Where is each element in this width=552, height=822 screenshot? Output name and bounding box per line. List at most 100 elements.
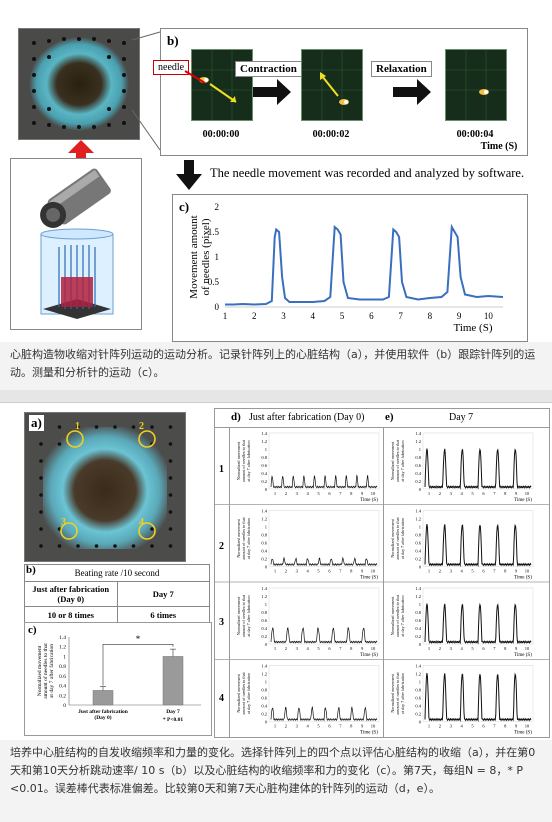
mini-y-tick: 0	[265, 720, 268, 725]
mini-y-tick: 1.2	[415, 672, 421, 677]
bar-y-label: Normalized movementamount of needles to …	[37, 643, 55, 699]
mini-y-label: Normalized movementamount of needles to …	[390, 517, 405, 560]
mini-x-tick: 3	[296, 491, 299, 496]
mini-x-tick: 2	[285, 569, 287, 574]
y-axis-label: Movement amountof needles (pixel)	[188, 215, 212, 298]
mini-plot-frame	[422, 587, 534, 645]
bar-y-tick: 0.2	[59, 693, 66, 699]
mini-series-line	[424, 672, 532, 723]
mini-y-tick: 1.2	[261, 594, 267, 599]
time-code-3: 00:00:04	[456, 129, 494, 140]
mini-x-tick: 6	[328, 724, 331, 729]
mini-x-tick: 10	[371, 724, 376, 729]
mini-x-tick: 6	[482, 569, 485, 574]
mini-x-tick: 7	[493, 724, 496, 729]
mini-y-tick: 1.4	[261, 509, 267, 514]
mini-x-tick: 3	[296, 646, 299, 651]
heart-construct-image	[18, 28, 140, 140]
mini-y-label-line: Normalized movement	[390, 673, 395, 712]
needle-red-arrow-icon	[184, 70, 206, 84]
bar-y-tick: 1.2	[59, 645, 66, 651]
de-header-line	[215, 427, 549, 428]
mini-x-tick: 10	[525, 646, 530, 651]
x-tick-label: 2	[252, 311, 257, 321]
x-tick-label: 9	[457, 311, 462, 321]
mini-y-label-line: amount of needles to that	[241, 594, 246, 637]
mini-y-tick: 0.2	[261, 634, 267, 639]
time-unit-label: Time (S)	[480, 141, 518, 152]
mini-x-tick: 9	[361, 646, 364, 651]
fig1-panel-b-label: b)	[167, 33, 179, 48]
mini-y-tick: 0.4	[415, 471, 421, 476]
needle-dot	[57, 442, 62, 446]
mini-y-tick: 0.8	[415, 688, 421, 693]
mini-y-tick: 1.4	[261, 431, 267, 436]
significance-bracket	[102, 643, 174, 686]
mini-plot-frame	[422, 510, 534, 567]
mini-x-tick: 2	[439, 491, 441, 496]
mini-x-label: Time (S)	[360, 498, 378, 503]
mini-x-label: Time (S)	[360, 653, 378, 658]
section-separator	[0, 390, 552, 402]
bar-y-tick: 0	[63, 703, 66, 709]
mini-y-tick: 0.2	[261, 479, 267, 484]
mini-y-tick: 0	[419, 565, 422, 570]
mini-x-tick: 5	[317, 724, 320, 729]
video-frame-3	[445, 49, 507, 121]
mini-x-tick: 5	[317, 491, 320, 496]
mini-x-tick: 10	[525, 491, 530, 496]
bar-y-tick: 0.8	[59, 664, 66, 670]
mini-y-label-line: Normalized movement	[236, 441, 241, 480]
mini-y-tick: 0	[265, 565, 268, 570]
y-tick-label: 1	[215, 252, 220, 262]
mini-y-tick: 1.2	[261, 672, 267, 677]
camera-icon	[40, 168, 114, 319]
row-label-3: 3	[219, 617, 224, 628]
mini-series-line	[270, 705, 378, 722]
fig2-panels-de: d) Just after fabrication (Day 0) e) Day…	[214, 408, 550, 738]
bar-y-label-line: at day 7 after fabrication	[48, 644, 55, 698]
mini-y-label: Normalized movementamount of needles to …	[236, 439, 251, 482]
mini-x-tick: 8	[504, 646, 507, 651]
point-label-3: 3	[61, 517, 66, 528]
mini-series-line	[424, 602, 532, 645]
mini-x-tick: 4	[307, 646, 310, 651]
contraction-label: Contraction	[235, 61, 302, 77]
y-tick-label: 0	[215, 302, 220, 312]
bar-y-tick: 1	[63, 654, 66, 660]
time-code-2: 00:00:02	[312, 129, 350, 140]
mini-y-label: Normalized movementamount of needles to …	[236, 517, 251, 560]
mini-x-tick: 5	[471, 724, 474, 729]
mini-y-label-line: amount of needles to that	[241, 517, 246, 560]
needle-dot	[168, 442, 173, 446]
mini-y-tick: 0.6	[261, 618, 267, 623]
mini-x-tick: 9	[515, 646, 518, 651]
mini-x-tick: 1	[274, 646, 276, 651]
point-label-4: 4	[139, 517, 144, 528]
mini-x-tick: 2	[439, 569, 441, 574]
y-axis-label-line1: Movement amount	[188, 215, 200, 298]
mini-plot-frame	[268, 587, 380, 645]
mini-y-label: Normalized movementamount of needles to …	[236, 594, 251, 637]
mini-x-tick: 6	[482, 646, 485, 651]
mini-y-tick: 1	[265, 447, 267, 452]
mini-y-label-line: at day 7 after fabrication	[246, 595, 251, 637]
needle-dot	[57, 544, 62, 548]
mini-y-tick: 1.4	[415, 586, 421, 591]
mini-y-tick: 0.6	[415, 618, 421, 623]
needle-dot	[131, 425, 136, 429]
mini-plot-frame	[422, 665, 534, 722]
bar-y-tick: 0.4	[59, 684, 66, 690]
mini-x-tick: 7	[493, 569, 496, 574]
mini-x-tick: 2	[439, 646, 441, 651]
mini-y-tick: 1	[419, 680, 421, 685]
mini-y-label-line: amount of needles to that	[395, 517, 400, 560]
x-axis-label: Time (S)	[453, 322, 492, 334]
mini-x-tick: 6	[482, 724, 485, 729]
mini-y-label-line: Normalized movement	[236, 673, 241, 712]
mini-series-line	[270, 626, 378, 644]
fig2-panel-e-label: e)	[385, 411, 394, 423]
mini-x-label: Time (S)	[514, 576, 532, 581]
